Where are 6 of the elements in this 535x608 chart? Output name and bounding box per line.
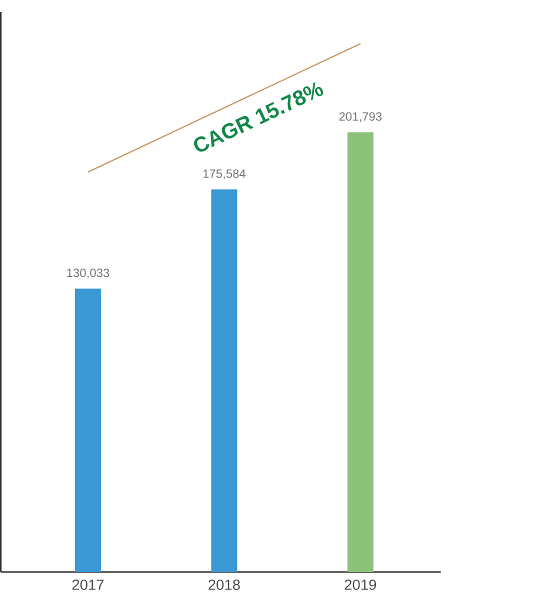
x-tick-label: 2019 xyxy=(344,580,376,590)
x-tick-label: 2017 xyxy=(72,580,104,590)
data-label: 130,033 xyxy=(67,268,110,279)
x-tick-label: 2018 xyxy=(208,580,240,590)
data-label: 201,793 xyxy=(339,112,382,122)
data-label: 175,584 xyxy=(203,169,246,180)
